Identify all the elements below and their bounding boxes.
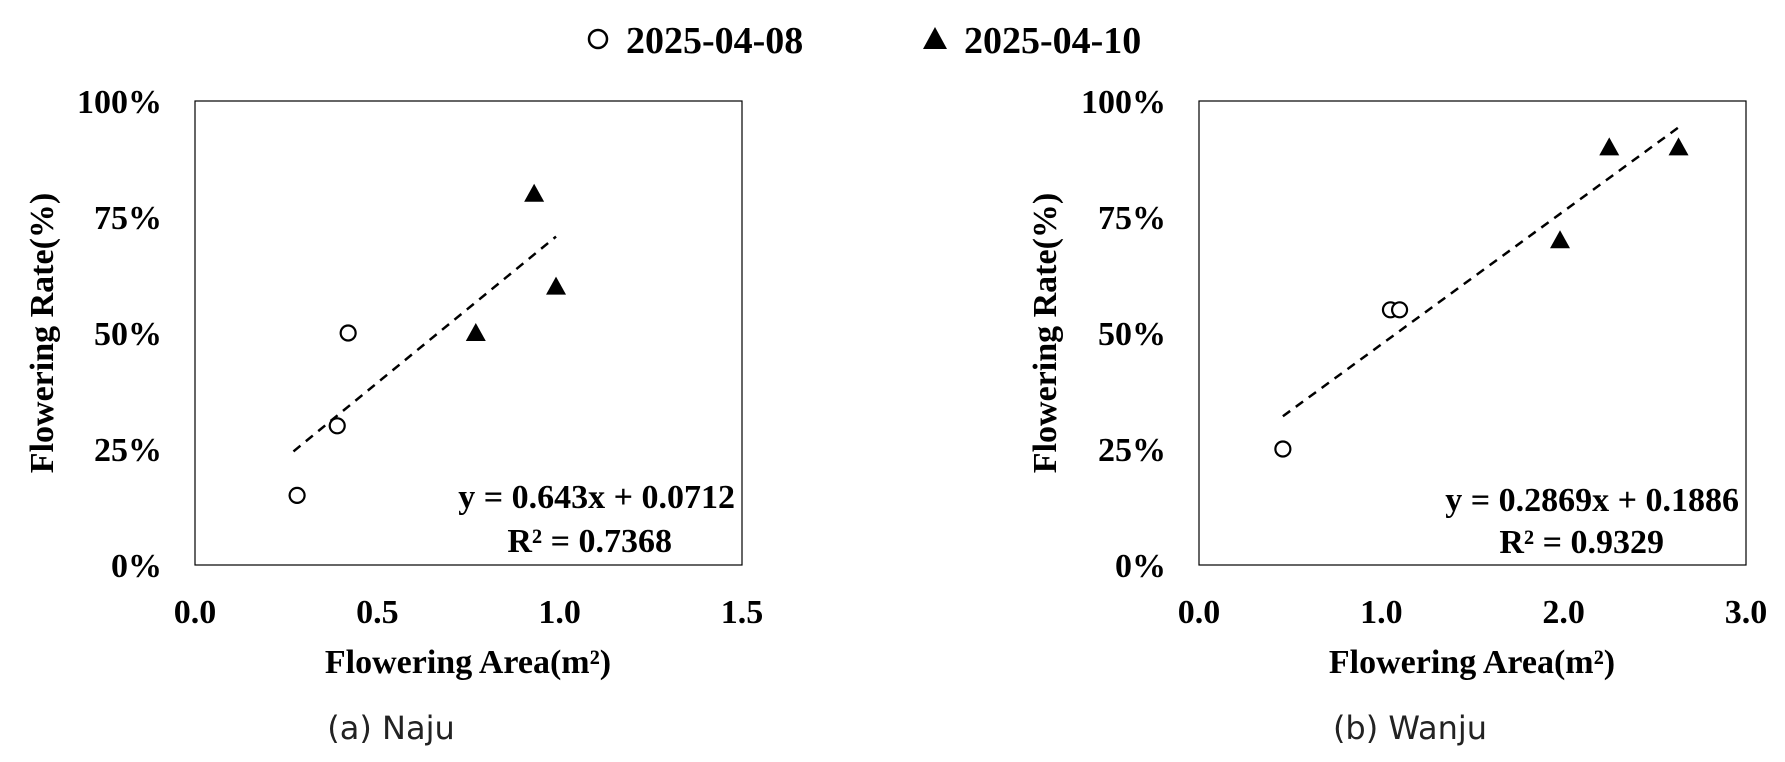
plot-area bbox=[194, 100, 743, 566]
y-tick-label: 0% bbox=[1115, 548, 1166, 585]
x-tick-label: 0.0 bbox=[1178, 594, 1221, 631]
y-tick-label: 100% bbox=[1081, 84, 1166, 121]
equation-label: y = 0.643x + 0.0712 bbox=[458, 479, 735, 516]
x-axis-label: Flowering Area(m²) bbox=[1329, 644, 1615, 681]
trendline-group bbox=[1282, 126, 1680, 418]
chart-panel-wanju: 0% 25% 50% 75% 100% 0.0 1.0 2.0 3.0 Flowering R… bbox=[1027, 84, 1767, 747]
y-axis-label: Flowering Rate(%) bbox=[1027, 193, 1064, 473]
legend-filled-triangle-marker bbox=[923, 27, 947, 49]
legend: 2025-04-08 2025-04-10 bbox=[587, 20, 1141, 62]
x-tick-label: 1.0 bbox=[1360, 594, 1403, 631]
x-tick-label: 1.5 bbox=[721, 594, 764, 631]
y-tick-label: 25% bbox=[1098, 432, 1166, 469]
r-squared-label: R² = 0.7368 bbox=[507, 523, 672, 560]
x-tick-labels: 0.0 1.0 2.0 3.0 bbox=[1178, 594, 1768, 631]
chart-panel-naju: 0% 25% 50% 75% 100% 0.0 0.5 1.0 1.5 Flowering R… bbox=[24, 84, 763, 747]
x-axis-label: Flowering Area(m²) bbox=[325, 644, 611, 681]
x-tick-label: 1.0 bbox=[538, 594, 581, 631]
data-point-2025-04-10 bbox=[524, 183, 545, 202]
x-tick-labels: 0.0 0.5 1.0 1.5 bbox=[174, 594, 764, 631]
y-tick-labels: 0% 25% 50% 75% 100% bbox=[77, 84, 162, 585]
y-tick-labels: 0% 25% 50% 75% 100% bbox=[1081, 84, 1166, 585]
data-point-2025-04-08 bbox=[288, 486, 306, 504]
x-tick-label: 3.0 bbox=[1725, 594, 1768, 631]
data-point-2025-04-08 bbox=[339, 324, 357, 342]
data-point-2025-04-08 bbox=[1274, 440, 1292, 458]
y-tick-label: 75% bbox=[1098, 200, 1166, 237]
x-tick-label: 2.0 bbox=[1542, 594, 1585, 631]
data-points bbox=[1274, 137, 1689, 458]
data-point-2025-04-10 bbox=[546, 276, 567, 295]
data-point-2025-04-10 bbox=[465, 323, 486, 341]
caption: (b) Wanju bbox=[1333, 709, 1487, 747]
trendline bbox=[1282, 126, 1680, 418]
trendline bbox=[292, 235, 557, 453]
y-tick-label: 100% bbox=[77, 84, 162, 121]
data-point-2025-04-10 bbox=[1668, 137, 1689, 156]
y-axis-label: Flowering Rate(%) bbox=[24, 193, 61, 473]
data-points bbox=[288, 183, 567, 504]
data-point-2025-04-08 bbox=[1390, 301, 1409, 319]
y-tick-label: 50% bbox=[1098, 316, 1166, 353]
caption: (a) Naju bbox=[327, 709, 454, 747]
x-tick-label: 0.0 bbox=[174, 594, 217, 631]
legend-label-1: 2025-04-08 bbox=[626, 20, 803, 62]
equation-label: y = 0.2869x + 0.1886 bbox=[1445, 482, 1739, 519]
y-tick-label: 0% bbox=[111, 548, 162, 585]
trendline-group bbox=[292, 235, 557, 453]
legend-label-2: 2025-04-10 bbox=[964, 20, 1141, 62]
y-tick-label: 50% bbox=[94, 316, 162, 353]
y-tick-label: 75% bbox=[94, 200, 162, 237]
data-point-2025-04-10 bbox=[1599, 137, 1620, 156]
r-squared-label: R² = 0.9329 bbox=[1499, 524, 1664, 561]
plot-area bbox=[1198, 100, 1747, 566]
data-point-2025-04-08 bbox=[328, 417, 346, 435]
x-tick-label: 0.5 bbox=[356, 594, 399, 631]
y-tick-label: 25% bbox=[94, 432, 162, 469]
data-point-2025-04-10 bbox=[1550, 230, 1571, 249]
legend-open-circle-marker bbox=[587, 28, 609, 50]
